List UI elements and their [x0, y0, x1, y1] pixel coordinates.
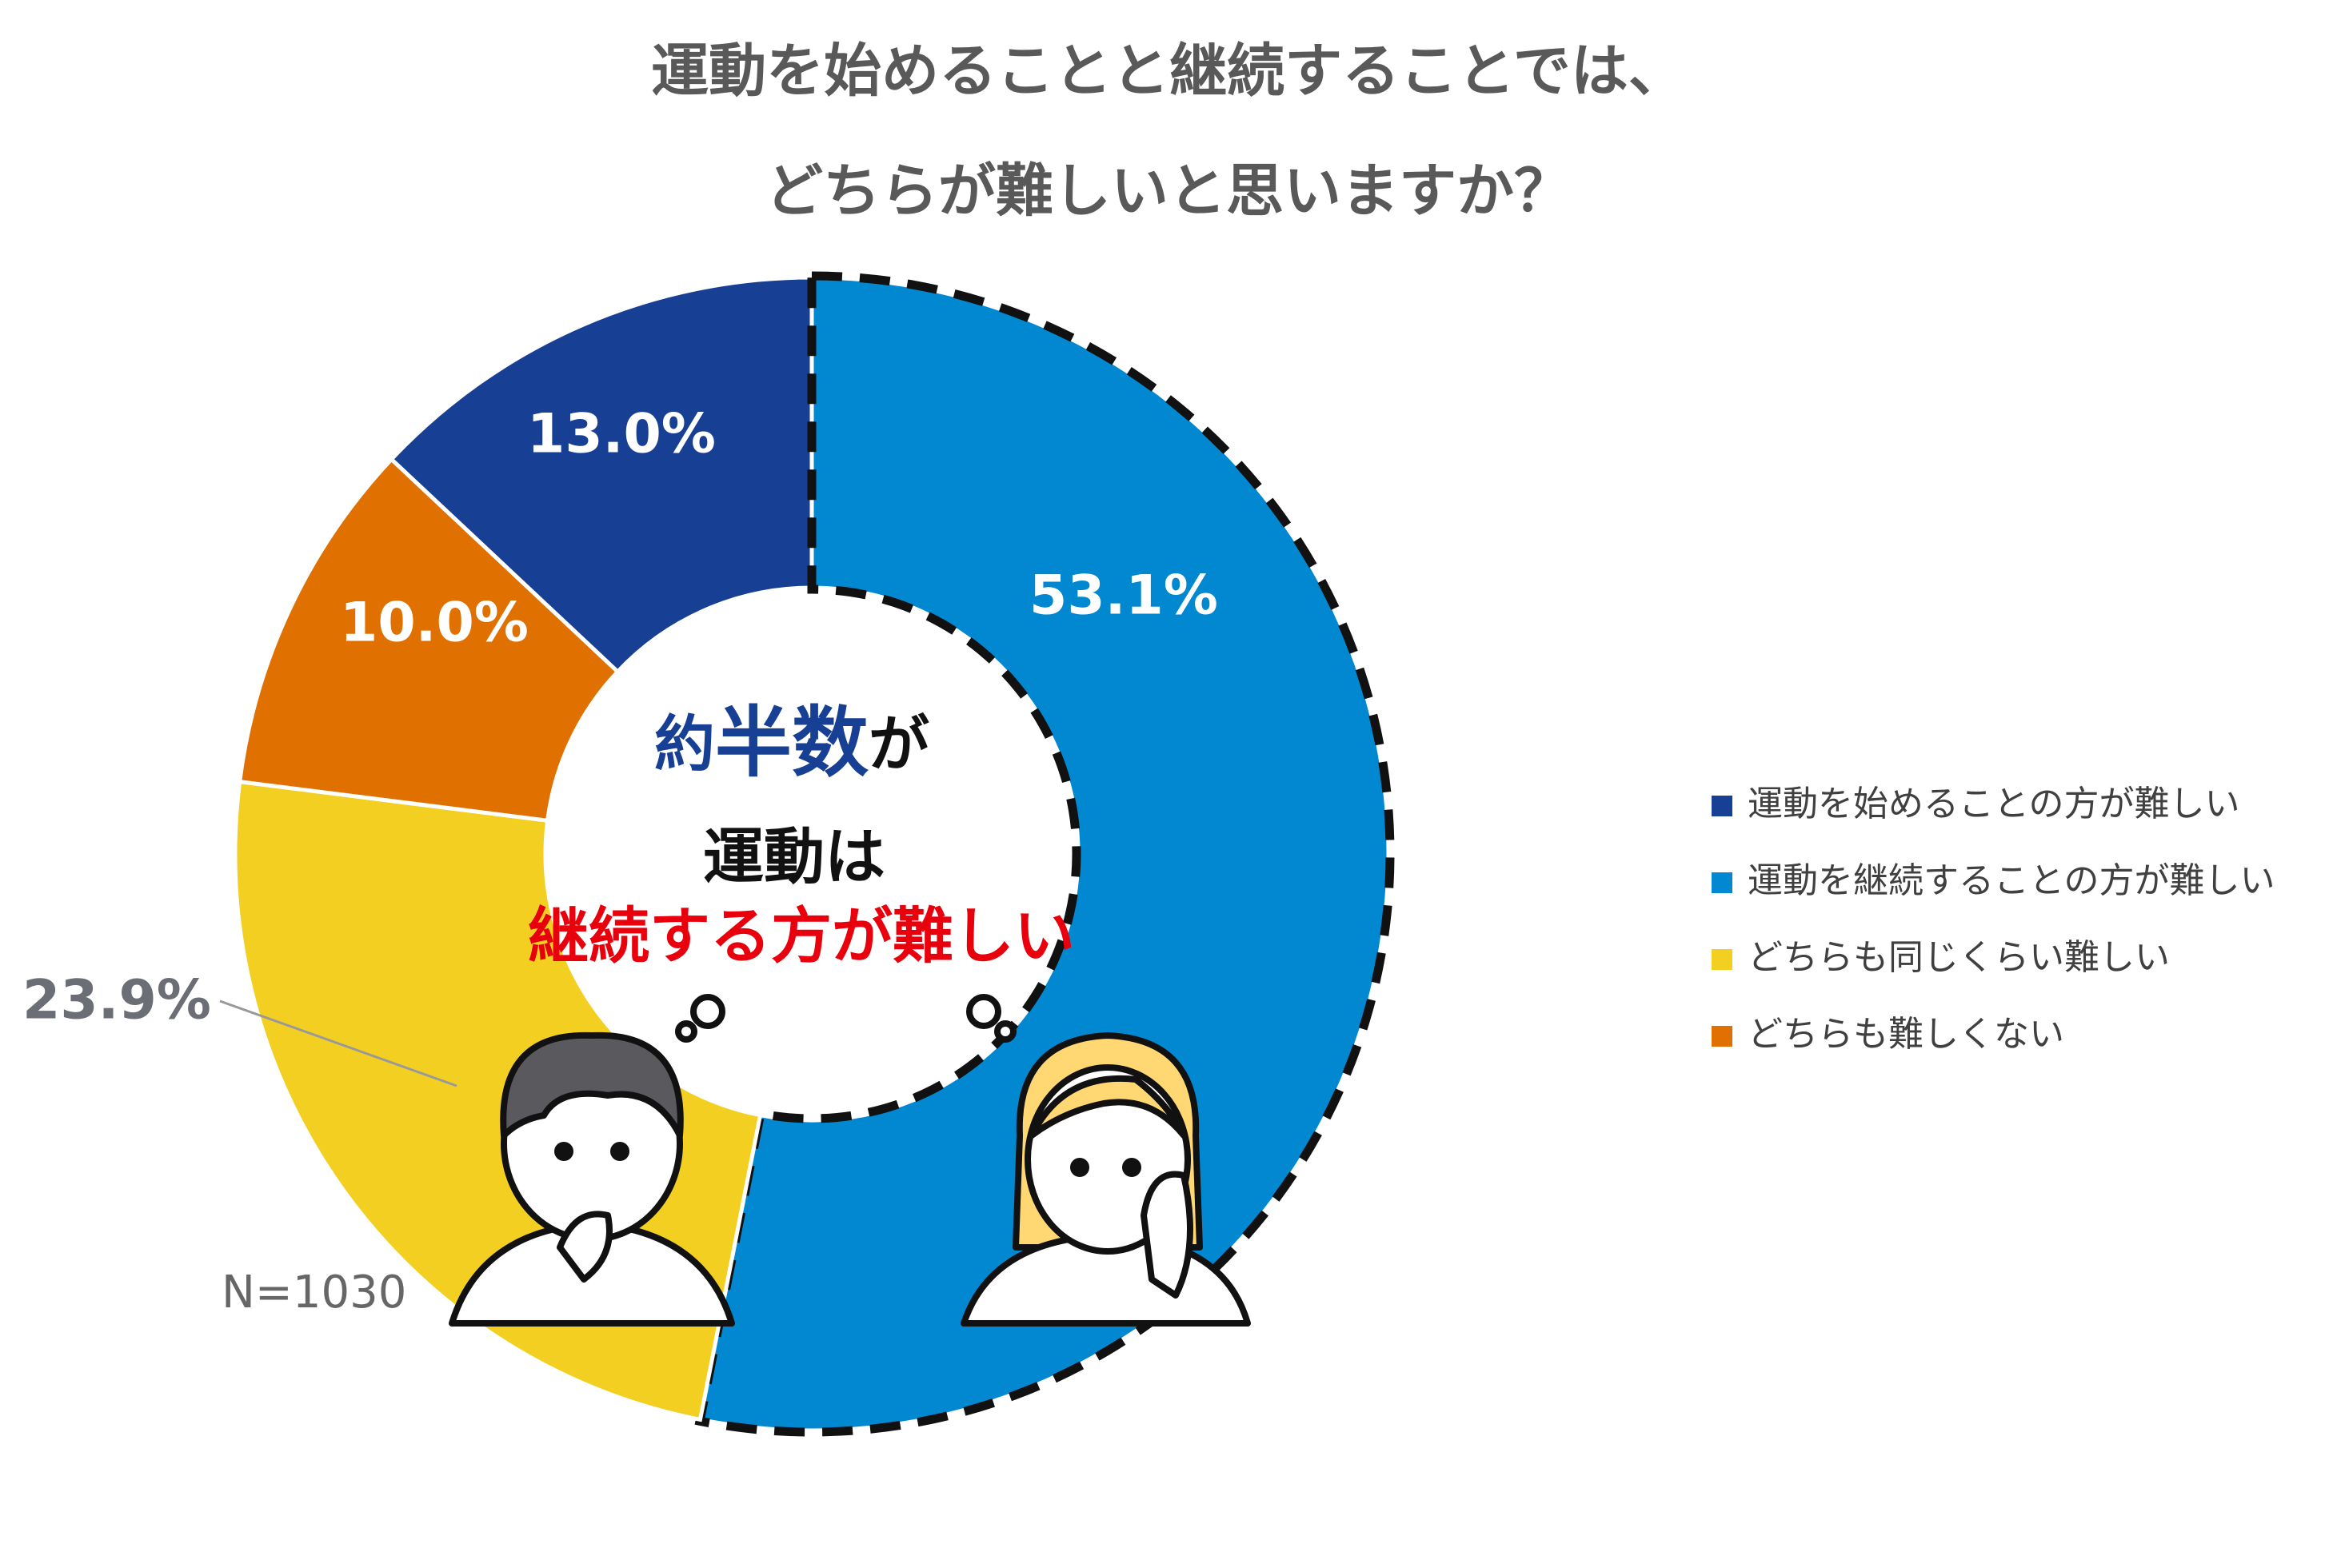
legend-label: どちらも同じくらい難しい: [1748, 937, 2170, 978]
bubble: [994, 1020, 1017, 1043]
hair: [500, 1031, 684, 1139]
slice-label: 10.0%: [340, 592, 529, 655]
slice: [237, 456, 621, 824]
legend-swatch: [1712, 949, 1732, 970]
leader-line: [219, 999, 457, 1087]
center-line: 運動は: [703, 821, 885, 892]
eye: [610, 1142, 629, 1161]
legend-label: どちらも難しくない: [1748, 1014, 2064, 1055]
center-word: 約: [654, 708, 715, 780]
woman-illustration: [961, 1032, 1251, 1327]
legend-label: 運動を継続することの方が難しい: [1748, 860, 2275, 901]
center-word: 半数: [715, 698, 869, 788]
slice-label: 53.1%: [1029, 565, 1218, 628]
slice-label: 13.0%: [527, 403, 716, 466]
legend: 運動を始めることの方が難しい運動を継続することの方が難しいどちらも同じくらい難し…: [1712, 784, 2275, 1055]
hand: [1141, 1171, 1193, 1299]
man-illustration: [449, 1031, 735, 1327]
chart-title: どちらが難しいと思いますか？: [765, 158, 1572, 225]
slice: [388, 275, 814, 675]
legend-label: 運動を始めることの方が難しい: [1748, 784, 2240, 824]
slice-label: 23.9%: [22, 969, 211, 1032]
bangs: [1029, 1075, 1187, 1139]
bubble: [675, 1020, 697, 1043]
center-word: が: [869, 708, 929, 780]
legend-swatch: [1712, 796, 1732, 816]
legend-swatch: [1712, 872, 1732, 893]
chart-title: 運動を始めることと継続することでは、: [651, 38, 1686, 105]
highlight-outline: [694, 271, 1395, 1437]
bubble: [966, 994, 1001, 1029]
legend-swatch: [1712, 1026, 1732, 1047]
eye: [1122, 1158, 1141, 1177]
center-line: 継続する方が難しい: [528, 900, 1075, 972]
thought-bubbles: [675, 994, 1017, 1043]
bubble: [690, 994, 725, 1029]
center-text: 約半数が 運動は 継続する方が難しい: [528, 698, 1075, 972]
hand: [557, 1211, 613, 1283]
eye: [554, 1142, 573, 1161]
eye: [1070, 1158, 1089, 1177]
sample-size: N=1030: [222, 1267, 406, 1319]
center-line: 約半数が: [654, 698, 929, 788]
